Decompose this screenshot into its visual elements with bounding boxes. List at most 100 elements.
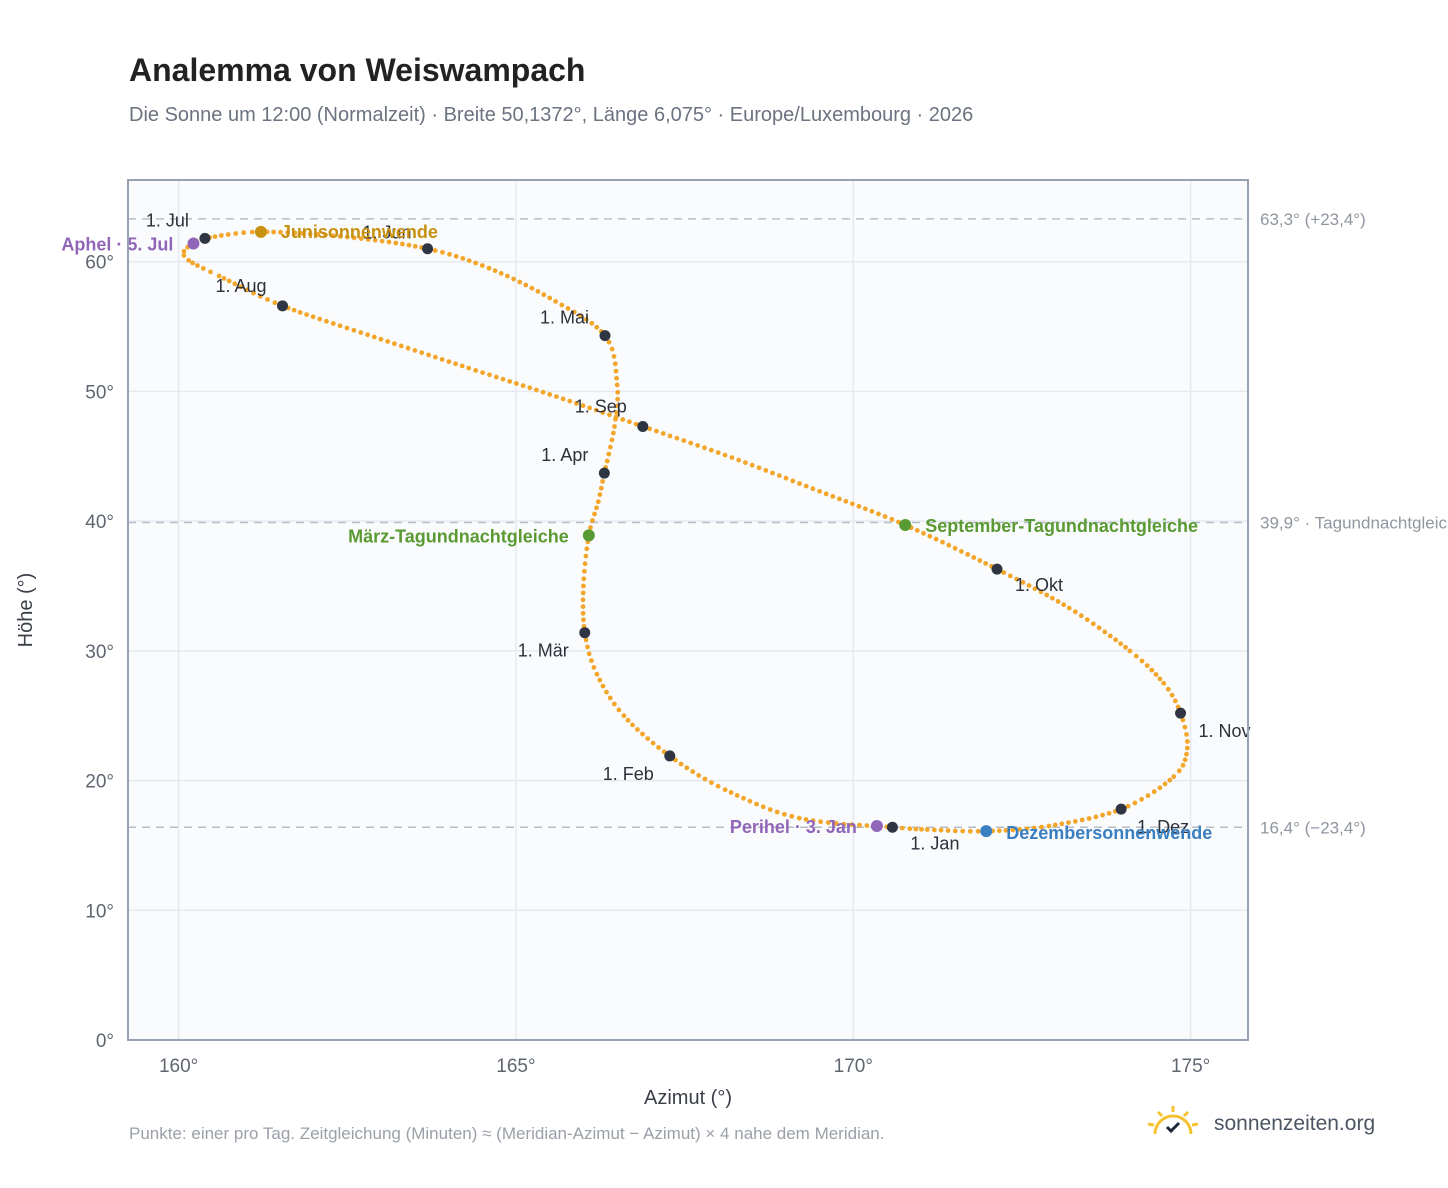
analemma-day-dot [581,583,586,589]
analemma-day-dot [604,689,609,695]
analemma-day-dot [1024,826,1030,832]
analemma-day-dot [625,717,631,723]
analemma-day-dot [996,828,1002,834]
chart-subtitle: Die Sonne um 12:00 (Normalzeit) · Breite… [129,104,974,126]
analemma-day-dot [770,470,775,476]
analemma-day-dot [635,727,640,732]
analemma-day-dot [511,276,516,282]
analemma-day-dot [857,822,862,828]
month-marker[interactable] [422,243,434,255]
analemma-day-dot [621,713,627,719]
month-marker[interactable] [599,330,611,342]
event-label: September-Tagundnachtgleiche [925,516,1198,536]
analemma-day-dot [480,370,485,375]
y-tick-label: 10° [85,901,114,922]
month-marker-label: 1. Jan [910,833,959,853]
analemma-day-dot [517,279,523,285]
analemma-day-dot [889,516,895,522]
analemma-day-dot [507,379,513,384]
analemma-day-dot [952,545,958,551]
analemma-day-dot [681,438,687,443]
month-marker[interactable] [598,467,610,479]
analemma-day-dot [534,387,539,393]
analemma-day-dot [400,241,405,247]
analemma-day-dot [226,278,232,284]
analemma-day-dot [1106,810,1112,816]
analemma-day-dot [453,253,459,259]
month-marker[interactable] [991,563,1003,575]
month-marker[interactable] [1175,707,1187,719]
analemma-day-dot [344,234,350,240]
analemma-day-dot [487,372,492,378]
analemma-day-dot [433,354,438,360]
event-marker[interactable] [870,819,883,832]
analemma-day-dot [565,306,571,311]
analemma-day-dot [181,248,187,254]
event-marker[interactable] [980,825,993,838]
analemma-day-dot [722,787,728,793]
analemma-day-dot [560,396,566,402]
analemma-day-dot [492,268,498,274]
event-marker[interactable] [582,529,595,542]
analemma-day-dot [702,445,707,451]
analemma-day-dot [960,828,966,834]
analemma-day-dot [837,496,842,502]
analemma-day-dot [554,394,559,399]
month-marker[interactable] [637,420,649,432]
analemma-day-dot [709,780,714,785]
analemma-day-dot [1139,658,1145,664]
analemma-day-dot [195,263,200,268]
analemma-day-dot [590,518,595,523]
analemma-day-dot [1007,573,1013,579]
analemma-day-dot [535,289,541,294]
analemma-day-dot [983,561,989,566]
month-marker[interactable] [664,750,676,762]
analemma-day-dot [547,392,553,397]
analemma-day-dot [559,302,565,308]
analemma-day-dot [690,769,696,774]
analemma-day-dot [1145,793,1151,798]
event-label: März-Tagundnachtgleiche [348,526,569,546]
analemma-day-dot [620,417,626,422]
analemma-day-dot [695,443,700,448]
analemma-day-dot [614,382,620,388]
month-marker-label: 1. Sep [575,396,627,416]
month-marker[interactable] [1115,803,1127,815]
axis-ticks: 160° 165° 170° 175° 0° 10° 20° 30° 40° 50° 60° [85,253,1210,1077]
analemma-day-dot [406,242,412,248]
analemma-day-dot [1144,663,1150,668]
analemma-day-dot [810,486,816,492]
analemma-day-dot [933,536,939,542]
analemma-day-dot [580,403,586,409]
analemma-day-dot [967,828,973,834]
month-marker[interactable] [277,300,289,312]
x-tick-label: 165° [496,1056,535,1077]
event-marker[interactable] [187,237,200,250]
brand-logo[interactable]: sonnenzeiten.org [1146,1104,1375,1143]
month-marker-label: 1. Mai [540,308,589,328]
analemma-day-dot [540,389,546,395]
analemma-day-dot [412,243,418,249]
analemma-day-dot [612,361,618,367]
month-marker[interactable] [886,821,898,833]
analemma-day-dot [938,827,944,833]
analemma-day-dot [405,345,411,351]
analemma-day-dot [251,290,256,296]
event-marker[interactable] [254,225,267,238]
analemma-day-dot [1079,817,1085,823]
analemma-day-dot [614,403,620,409]
month-marker[interactable] [579,627,591,639]
analemma-day-dot [1151,789,1157,795]
analemma-day-dot [945,828,951,833]
analemma-day-dot [614,410,619,415]
analemma-day-dot [593,407,599,413]
analemma-day-dot [580,604,586,609]
y-tick-label: 30° [85,642,114,663]
month-marker-label: 1. Mär [518,641,569,661]
analemma-day-dot [952,828,958,834]
event-marker[interactable] [899,519,912,532]
month-marker[interactable] [199,232,211,244]
analemma-day-dot [1026,583,1032,588]
brand-name[interactable]: sonnenzeiten.org [1214,1111,1376,1135]
analemma-day-dot [1017,827,1023,832]
